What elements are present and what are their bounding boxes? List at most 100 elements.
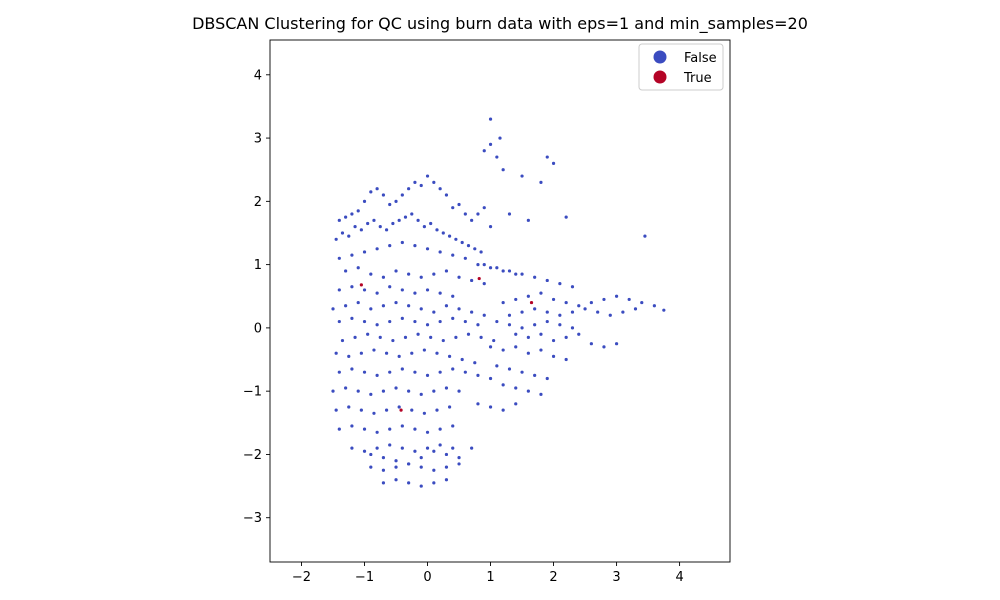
data-point (614, 342, 619, 346)
data-point (520, 174, 524, 178)
plot-frame (269, 39, 731, 563)
data-point (520, 310, 524, 314)
data-point (570, 310, 575, 314)
data-point (388, 370, 392, 374)
data-point (391, 338, 395, 343)
data-point (359, 351, 363, 355)
data-point (477, 276, 481, 281)
data-point (633, 307, 638, 311)
data-point (589, 342, 593, 346)
data-point (627, 297, 631, 302)
data-point (488, 345, 493, 349)
data-point (564, 300, 568, 305)
data-point (372, 218, 376, 222)
data-point (425, 174, 430, 178)
data-point (482, 263, 486, 267)
series-false (331, 117, 666, 488)
data-point (451, 294, 455, 298)
data-point (441, 338, 445, 343)
data-point (419, 392, 423, 396)
data-point (416, 218, 420, 222)
data-point (539, 332, 543, 336)
data-point (419, 465, 423, 469)
data-point (432, 389, 436, 393)
data-point (596, 310, 600, 314)
data-point (514, 297, 518, 302)
data-point (444, 386, 449, 390)
data-point (432, 449, 436, 453)
data-point (369, 307, 373, 311)
data-point (340, 231, 345, 235)
data-point (425, 247, 430, 251)
data-point (397, 218, 401, 222)
data-point (375, 187, 379, 191)
data-point (422, 348, 426, 352)
data-point (344, 386, 348, 390)
data-point (429, 221, 433, 226)
data-point (359, 283, 363, 287)
data-point (539, 291, 543, 295)
data-point (388, 244, 392, 248)
data-point (470, 278, 474, 283)
data-point (425, 446, 430, 450)
data-point (488, 142, 493, 146)
data-point (473, 361, 477, 365)
data-point (501, 408, 505, 412)
axis-ticks: −2 −1 0 1 2 3 4 −3 −2 −1 0 1 2 3 4 (243, 68, 684, 585)
points-layer (331, 117, 666, 488)
data-point (410, 408, 414, 412)
data-point (577, 304, 581, 308)
data-point (444, 465, 449, 469)
legend-label-false: False (684, 51, 717, 66)
data-point (407, 462, 411, 466)
data-point (394, 199, 398, 203)
data-point (507, 212, 512, 216)
data-point (375, 373, 379, 377)
data-point (362, 370, 367, 374)
data-point (388, 319, 392, 324)
data-point (476, 323, 480, 327)
data-point (463, 319, 467, 324)
data-point (356, 300, 360, 305)
data-point (476, 263, 480, 267)
x-tick-label: −2 (292, 570, 311, 585)
data-point (457, 275, 461, 279)
data-point (403, 215, 408, 219)
data-point (337, 218, 341, 222)
data-point (476, 402, 480, 406)
data-point (432, 180, 436, 184)
data-point (413, 427, 417, 431)
data-point (501, 269, 505, 273)
data-point (381, 481, 386, 485)
data-point (589, 300, 593, 305)
data-point (375, 247, 379, 251)
y-tick-label: 0 (254, 321, 262, 336)
data-point (350, 367, 354, 371)
data-point (479, 250, 483, 254)
data-point (347, 405, 351, 409)
data-point (640, 300, 644, 305)
data-point (451, 424, 455, 428)
data-point (520, 326, 524, 330)
data-point (388, 202, 392, 207)
data-point (340, 338, 345, 343)
legend-label-true: True (683, 71, 712, 86)
data-point (545, 319, 549, 324)
data-point (558, 282, 562, 286)
data-point (451, 446, 455, 450)
data-point (425, 430, 430, 434)
data-point (372, 348, 376, 352)
data-point (375, 430, 379, 434)
data-point (507, 313, 512, 317)
data-point (614, 294, 619, 298)
data-point (413, 244, 417, 248)
data-point (529, 300, 534, 305)
data-point (353, 225, 357, 229)
data-point (444, 478, 449, 482)
data-point (381, 389, 386, 393)
data-point (362, 427, 367, 431)
data-point (488, 405, 493, 409)
data-point (394, 459, 398, 463)
data-point (413, 319, 417, 324)
data-point (539, 180, 543, 184)
